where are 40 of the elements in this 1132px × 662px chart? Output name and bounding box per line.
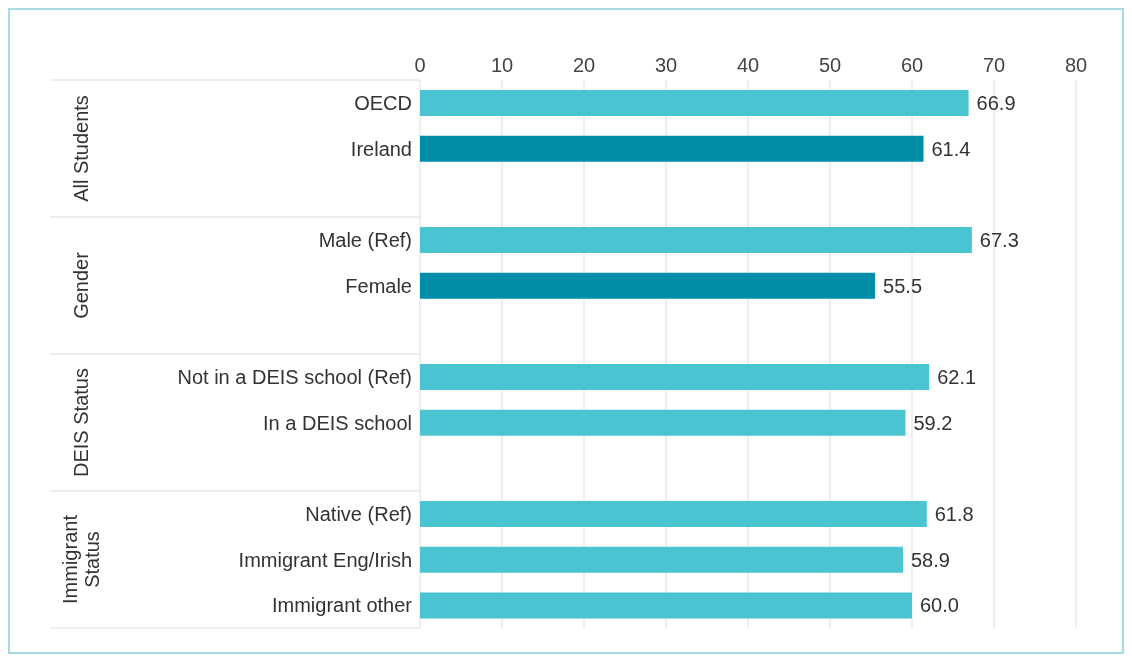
x-tick-label: 80: [1064, 54, 1088, 76]
x-tick-label: 50: [818, 54, 842, 76]
bar: [420, 592, 912, 619]
text: Immigrant Status: [59, 514, 103, 604]
data-label: 59.2: [913, 411, 953, 434]
bar: [420, 135, 924, 162]
y-tick-label: Male (Ref): [318, 228, 412, 251]
data-label: 67.3: [979, 229, 1019, 252]
bar: [420, 227, 972, 254]
data-label: 60.0: [920, 594, 959, 617]
y-tick-label: Immigrant other: [271, 594, 413, 617]
data-label: 61.4: [931, 137, 971, 160]
bar: [420, 546, 903, 573]
bar: [420, 409, 906, 436]
bar: [420, 501, 927, 528]
y-tick-label: OECD: [354, 91, 412, 114]
x-tick-label: 10: [490, 54, 514, 76]
text: Gender: [70, 251, 92, 319]
y-tick-label: Female: [345, 274, 412, 297]
y-tick-label: Not in a DEIS school (Ref): [177, 365, 412, 388]
x-tick-label: 70: [982, 54, 1006, 76]
text: DEIS Status: [70, 368, 92, 477]
x-tick-label: 0: [414, 54, 426, 76]
text: All Students: [70, 95, 92, 202]
data-label: 55.5: [883, 274, 923, 297]
bar: [420, 90, 969, 117]
data-label: 61.8: [934, 503, 974, 526]
x-tick-label: 60: [900, 54, 924, 76]
x-tick-label: 40: [736, 54, 760, 76]
data-label: 66.9: [976, 92, 1016, 115]
y-tick-label: Native (Ref): [305, 502, 412, 525]
y-tick-label: Immigrant Eng/Irish: [238, 548, 412, 571]
x-tick-label: 30: [654, 54, 678, 76]
x-tick-label: 20: [572, 54, 596, 76]
y-tick-label: Ireland: [350, 137, 412, 160]
y-tick-label: In a DEIS school: [263, 411, 412, 434]
data-label: 62.1: [937, 366, 977, 389]
bar: [420, 364, 930, 391]
data-label: 58.9: [910, 548, 950, 571]
bar: [420, 272, 876, 299]
